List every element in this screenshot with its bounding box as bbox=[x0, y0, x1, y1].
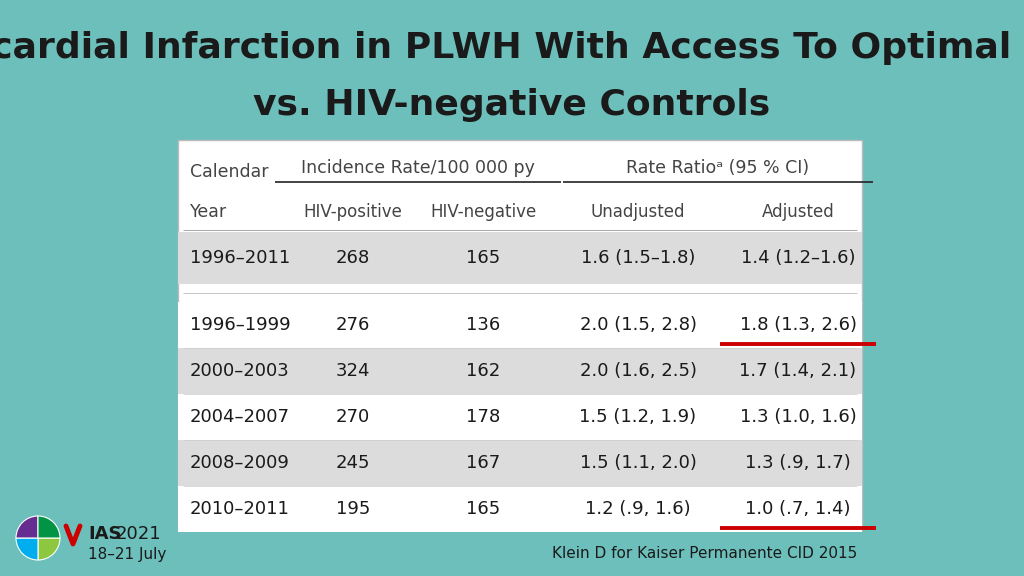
Text: 268: 268 bbox=[336, 249, 370, 267]
Text: IAS: IAS bbox=[88, 525, 122, 543]
Text: Klein D for Kaiser Permanente CID 2015: Klein D for Kaiser Permanente CID 2015 bbox=[552, 547, 857, 562]
Text: HIV-negative: HIV-negative bbox=[430, 203, 537, 221]
Text: 2004–2007: 2004–2007 bbox=[190, 408, 290, 426]
Bar bbox=[178, 486, 862, 532]
Bar bbox=[178, 348, 862, 394]
Text: 165: 165 bbox=[466, 249, 500, 267]
Text: 324: 324 bbox=[336, 362, 371, 380]
Text: 167: 167 bbox=[466, 454, 500, 472]
Text: 2.0 (1.5, 2.8): 2.0 (1.5, 2.8) bbox=[580, 316, 696, 334]
FancyBboxPatch shape bbox=[178, 140, 862, 530]
Wedge shape bbox=[38, 538, 60, 560]
Text: 1.4 (1.2–1.6): 1.4 (1.2–1.6) bbox=[740, 249, 855, 267]
Text: 2000–2003: 2000–2003 bbox=[190, 362, 290, 380]
Text: Incidence Rate/100 000 py: Incidence Rate/100 000 py bbox=[301, 159, 535, 177]
Text: Unadjusted: Unadjusted bbox=[591, 203, 685, 221]
Text: Rate Ratioᵃ (95 % CI): Rate Ratioᵃ (95 % CI) bbox=[627, 159, 810, 177]
Text: 1.3 (1.0, 1.6): 1.3 (1.0, 1.6) bbox=[739, 408, 856, 426]
Text: Year: Year bbox=[190, 203, 227, 221]
Bar bbox=[178, 232, 862, 284]
Text: Calendar: Calendar bbox=[190, 163, 268, 181]
Text: 1.6 (1.5–1.8): 1.6 (1.5–1.8) bbox=[581, 249, 695, 267]
Text: 245: 245 bbox=[336, 454, 371, 472]
Text: 1.5 (1.1, 2.0): 1.5 (1.1, 2.0) bbox=[580, 454, 696, 472]
Text: 276: 276 bbox=[336, 316, 371, 334]
Text: 1.8 (1.3, 2.6): 1.8 (1.3, 2.6) bbox=[739, 316, 856, 334]
Text: 1.7 (1.4, 2.1): 1.7 (1.4, 2.1) bbox=[739, 362, 856, 380]
Text: 178: 178 bbox=[466, 408, 500, 426]
Text: 2010–2011: 2010–2011 bbox=[190, 500, 290, 518]
Wedge shape bbox=[16, 516, 38, 538]
Text: 1996–2011: 1996–2011 bbox=[190, 249, 290, 267]
Bar bbox=[178, 302, 862, 348]
Text: Myocardial Infarction in PLWH With Access To Optimal Care: Myocardial Infarction in PLWH With Acces… bbox=[0, 31, 1024, 65]
Text: 1996–1999: 1996–1999 bbox=[190, 316, 291, 334]
Text: 18–21 July: 18–21 July bbox=[88, 547, 166, 562]
Text: 1.0 (.7, 1.4): 1.0 (.7, 1.4) bbox=[745, 500, 851, 518]
Text: 1.2 (.9, 1.6): 1.2 (.9, 1.6) bbox=[585, 500, 691, 518]
Bar bbox=[178, 394, 862, 440]
Bar bbox=[178, 440, 862, 486]
Text: vs. HIV-negative Controls: vs. HIV-negative Controls bbox=[253, 88, 771, 122]
Text: Adjusted: Adjusted bbox=[762, 203, 835, 221]
Text: 162: 162 bbox=[466, 362, 500, 380]
Text: 1.5 (1.2, 1.9): 1.5 (1.2, 1.9) bbox=[580, 408, 696, 426]
Text: HIV-positive: HIV-positive bbox=[303, 203, 402, 221]
Text: 165: 165 bbox=[466, 500, 500, 518]
Wedge shape bbox=[16, 538, 38, 560]
Text: 2021: 2021 bbox=[116, 525, 162, 543]
Text: 270: 270 bbox=[336, 408, 370, 426]
Text: 1.3 (.9, 1.7): 1.3 (.9, 1.7) bbox=[745, 454, 851, 472]
Text: 2008–2009: 2008–2009 bbox=[190, 454, 290, 472]
Text: 136: 136 bbox=[466, 316, 500, 334]
Text: 195: 195 bbox=[336, 500, 371, 518]
Wedge shape bbox=[38, 516, 60, 538]
Text: 2.0 (1.6, 2.5): 2.0 (1.6, 2.5) bbox=[580, 362, 696, 380]
